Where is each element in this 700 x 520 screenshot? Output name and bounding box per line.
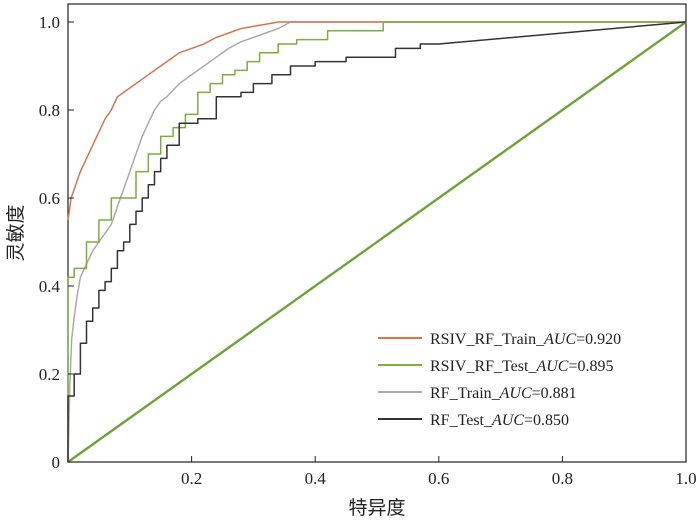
- y-tick-label: 1.0: [39, 13, 60, 32]
- y-tick-label: 0: [52, 453, 61, 472]
- x-axis-title: 特异度: [348, 497, 405, 519]
- y-tick-label: 0.8: [39, 101, 60, 120]
- series-line-rsiv-rf-test: [67, 21, 686, 462]
- axis-ticks: 0.2 0.4 0.6 0.8 1.0 0 0.2 0.4 0.6 0.8 1.0: [39, 13, 697, 488]
- roc-curves: [67, 21, 687, 463]
- legend-label: RSIV_RF_Train_AUC=0.920: [430, 331, 621, 348]
- y-tick-label: 0.6: [39, 189, 60, 208]
- series-line-rsiv-rf-train: [67, 21, 686, 221]
- x-tick-label: 1.0: [675, 469, 696, 488]
- legend: RSIV_RF_Train_AUC=0.920 RSIV_RF_Test_AUC=…: [378, 331, 621, 429]
- x-tick-label: 0.6: [428, 469, 449, 488]
- x-tick-label: 0.8: [552, 469, 573, 488]
- series-line-rf-test: [67, 21, 687, 462]
- y-axis-title: 灵敏度: [5, 204, 27, 261]
- y-tick-label: 0.2: [39, 365, 60, 384]
- plot-frame: [67, 3, 687, 463]
- legend-label: RSIV_RF_Test_AUC=0.895: [430, 358, 613, 375]
- x-tick-label: 0.2: [181, 469, 202, 488]
- legend-label: RF_Train_AUC=0.881: [430, 385, 577, 402]
- legend-label: RF_Test_AUC=0.850: [430, 412, 569, 429]
- series-line-rf-train: [67, 21, 686, 463]
- x-tick-label: 0.4: [305, 469, 327, 488]
- series-line-reference: [67, 21, 687, 463]
- y-tick-label: 0.4: [39, 277, 61, 296]
